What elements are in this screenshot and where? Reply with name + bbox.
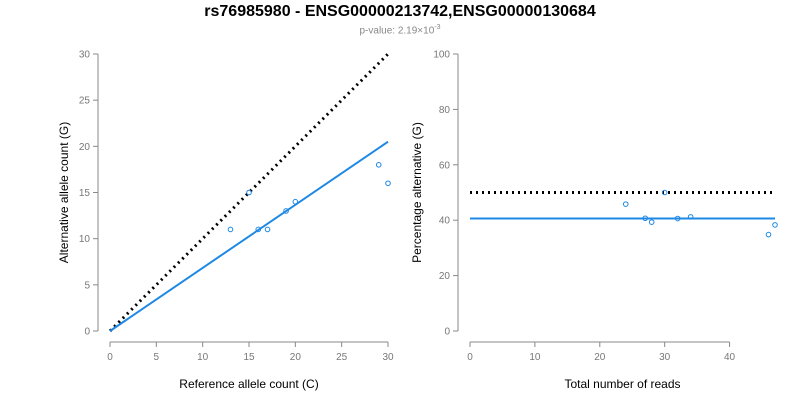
chart1-data-point <box>385 180 391 187</box>
chart1-data-point <box>227 226 234 233</box>
chart1-x-tick-label: 5 <box>154 352 160 363</box>
chart1-data-point <box>375 162 382 168</box>
chart2-y-tick-label: 60 <box>439 160 451 171</box>
chart2-y-tick-label: 0 <box>444 327 450 338</box>
chart1-reference-line <box>108 52 390 333</box>
chart2-data-point <box>622 201 629 207</box>
chart1-y-tick-label: 5 <box>84 280 90 291</box>
chart2-x-tick-label: 0 <box>467 352 473 363</box>
chart1-y-axis-label: Alternative allele count (G) <box>57 122 71 263</box>
chart1-data-point <box>264 226 271 233</box>
chart1-y-tick-label: 15 <box>79 188 91 199</box>
chart1-data-point <box>255 226 262 233</box>
chart1-data-point <box>292 198 299 205</box>
chart2-y-tick-label: 80 <box>439 105 451 116</box>
chart1-x-tick-label: 10 <box>197 352 209 363</box>
chart2-data-point <box>674 215 681 222</box>
chart2-x-tick-label: 20 <box>594 352 606 363</box>
chart2-data-point <box>648 219 655 225</box>
chart2-y-tick-label: 40 <box>439 216 451 227</box>
chart2-data-point <box>765 231 772 238</box>
chart2-data-point <box>661 189 668 196</box>
chart1-data-point <box>246 189 252 196</box>
chart1-y-tick-label: 10 <box>79 234 91 245</box>
chart2-x-tick-label: 10 <box>529 352 541 363</box>
chart1-x-tick-label: 15 <box>243 352 255 363</box>
chart1-fit-line <box>109 140 389 332</box>
chart2-y-axis-label: Percentage alternative (G) <box>410 122 424 263</box>
chart-subtitle: p-value: 2.19×10-3 <box>0 24 800 36</box>
chart1-x-tick-label: 25 <box>336 352 348 363</box>
chart1-y-tick-label: 20 <box>79 142 91 153</box>
chart1-x-tick-label: 30 <box>382 352 394 363</box>
chart1-x-tick-label: 0 <box>107 352 113 363</box>
chart2-data-point <box>772 222 778 228</box>
chart2-data-point <box>687 214 694 220</box>
chart1-x-tick-label: 20 <box>290 352 302 363</box>
chart2-x-tick-label: 30 <box>659 352 671 363</box>
chart1-y-tick-label: 30 <box>79 50 91 61</box>
chart1-x-axis-label: Reference allele count (C) <box>179 377 318 391</box>
chart2-y-tick-label: 100 <box>433 50 450 61</box>
p-value-exponent: -3 <box>434 24 441 31</box>
chart2-data-point <box>642 215 649 222</box>
chart-title: rs76985980 - ENSG00000213742,ENSG0000013… <box>204 3 596 20</box>
chart1-data-point <box>283 208 289 214</box>
p-value-text: p-value: 2.19×10 <box>359 25 435 37</box>
chart2-x-axis-label: Total number of reads <box>564 377 680 391</box>
chart2-x-tick-label: 40 <box>724 352 736 363</box>
chart1-y-tick-label: 25 <box>79 96 91 107</box>
chart1-y-tick-label: 0 <box>84 327 90 338</box>
chart2-y-tick-label: 20 <box>439 271 451 282</box>
